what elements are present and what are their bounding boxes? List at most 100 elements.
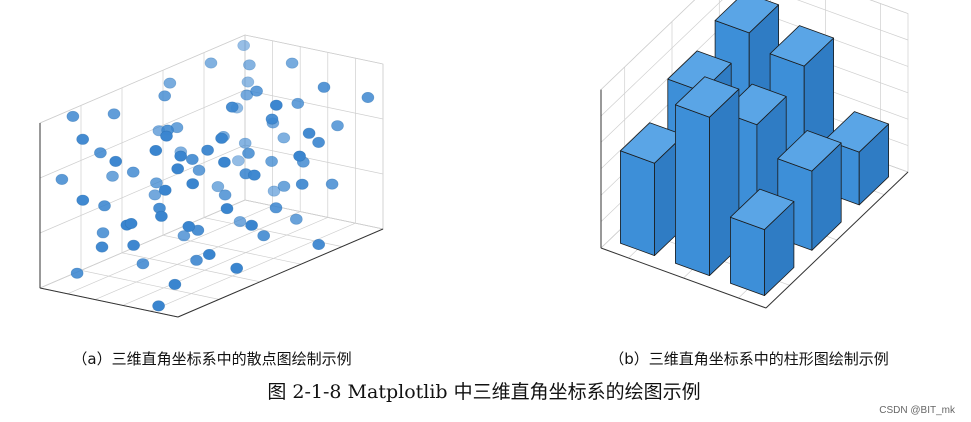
watermark: CSDN @BIT_mk bbox=[879, 405, 956, 416]
figure-title: 图 2-1-8 Matplotlib 中三维直角坐标系的绘图示例 bbox=[267, 381, 700, 403]
scatter-point bbox=[203, 249, 216, 261]
scatter-point bbox=[317, 81, 331, 93]
scatter-point bbox=[220, 203, 234, 215]
x-axis-line bbox=[177, 228, 384, 318]
bar-top-face bbox=[824, 111, 889, 153]
grid-line bbox=[39, 34, 384, 124]
scatter-point bbox=[106, 170, 119, 182]
scatter-point bbox=[136, 258, 150, 270]
scatter-point bbox=[269, 202, 283, 214]
scatter-point bbox=[190, 254, 203, 266]
scatter-point bbox=[158, 184, 172, 196]
x-axis-line bbox=[765, 171, 909, 309]
scatter-point bbox=[171, 163, 184, 175]
pane-xz bbox=[39, 34, 246, 289]
scatter-point bbox=[148, 189, 162, 201]
scatter-point bbox=[331, 120, 344, 132]
bar-top-face bbox=[620, 122, 685, 164]
scatter-point bbox=[232, 155, 245, 167]
scatter-point bbox=[76, 194, 90, 206]
scatter-point bbox=[126, 166, 140, 178]
scatter-point bbox=[225, 101, 239, 113]
scatter-point bbox=[233, 216, 247, 228]
scatter-point bbox=[230, 262, 243, 274]
scatter-point bbox=[325, 178, 339, 190]
scatter-point bbox=[192, 164, 206, 176]
scatter-point bbox=[289, 213, 303, 225]
scatter-panel bbox=[38, 34, 385, 318]
caption-b: （b）三维直角坐标系中的柱形图绘制示例 bbox=[609, 350, 889, 368]
caption-a: （a）三维直角坐标系中的散点图绘制示例 bbox=[72, 350, 351, 368]
bar-top-face bbox=[730, 188, 795, 231]
scatter-point bbox=[155, 210, 168, 222]
scatter-point bbox=[107, 108, 121, 120]
scatter-point bbox=[238, 137, 252, 149]
scatter-point bbox=[243, 59, 256, 71]
scatter-point bbox=[265, 155, 278, 167]
y-axis-line bbox=[39, 287, 179, 318]
scatter-point bbox=[152, 300, 165, 312]
grid-line bbox=[39, 199, 384, 289]
bar-front-face bbox=[675, 104, 710, 277]
bar-top-face bbox=[675, 76, 740, 118]
scatter-point bbox=[312, 239, 326, 251]
scatter-point bbox=[267, 185, 281, 197]
scatter-point bbox=[312, 136, 325, 148]
scatter-point bbox=[248, 169, 261, 181]
scatter-point bbox=[95, 241, 109, 253]
grid-line bbox=[39, 89, 384, 179]
scatter-point bbox=[204, 57, 218, 69]
scatter-point bbox=[302, 127, 316, 139]
scatter-point bbox=[182, 221, 196, 233]
scatter-point bbox=[285, 57, 299, 69]
grid-line bbox=[39, 35, 246, 289]
bar-top-face bbox=[769, 25, 834, 67]
grid-line bbox=[203, 52, 343, 247]
scatter-point bbox=[295, 178, 309, 190]
scatter-point bbox=[215, 132, 228, 144]
bar-top-face bbox=[777, 130, 842, 172]
scatter-point bbox=[291, 97, 305, 109]
scatter-point bbox=[168, 278, 182, 290]
scatter-point bbox=[265, 113, 279, 125]
grid-line bbox=[600, 0, 909, 90]
scatter-point bbox=[177, 230, 191, 242]
scatter-point bbox=[211, 181, 225, 193]
bar-top-face bbox=[714, 0, 779, 34]
scatter-point bbox=[66, 110, 80, 122]
scatter-point bbox=[70, 267, 84, 279]
scatter-point bbox=[96, 227, 110, 239]
scatter-point bbox=[257, 230, 271, 242]
scatter-point bbox=[149, 145, 163, 157]
scatter-point bbox=[218, 189, 232, 201]
scatter-point bbox=[160, 130, 173, 142]
scatter-point bbox=[241, 76, 255, 88]
scatter-point bbox=[237, 39, 250, 51]
scatter-point bbox=[277, 132, 291, 144]
scatter-point bbox=[163, 77, 177, 89]
scatter-point bbox=[76, 133, 89, 145]
scatter-point bbox=[186, 153, 199, 165]
bar-front-face bbox=[730, 216, 765, 297]
grid-line bbox=[600, 0, 909, 117]
bar-panel bbox=[600, 0, 909, 309]
scatter-point bbox=[94, 147, 107, 159]
scatter-point bbox=[250, 85, 263, 97]
scatter-point bbox=[242, 147, 255, 159]
scatter-point bbox=[55, 173, 69, 185]
bar-front-face bbox=[620, 150, 655, 257]
scatter-point bbox=[277, 180, 291, 192]
scatter-point bbox=[174, 150, 187, 162]
scatter-point bbox=[293, 150, 306, 162]
scatter-point bbox=[127, 239, 140, 251]
scatter-point bbox=[361, 92, 375, 104]
scatter-point bbox=[269, 99, 283, 111]
scatter-point bbox=[98, 200, 111, 212]
scatter-point bbox=[201, 144, 214, 156]
scatter-point bbox=[158, 90, 171, 102]
scatter-point bbox=[124, 218, 138, 230]
scatter-point bbox=[186, 178, 199, 190]
scatter-point bbox=[245, 219, 258, 231]
scatter-point bbox=[109, 155, 122, 167]
